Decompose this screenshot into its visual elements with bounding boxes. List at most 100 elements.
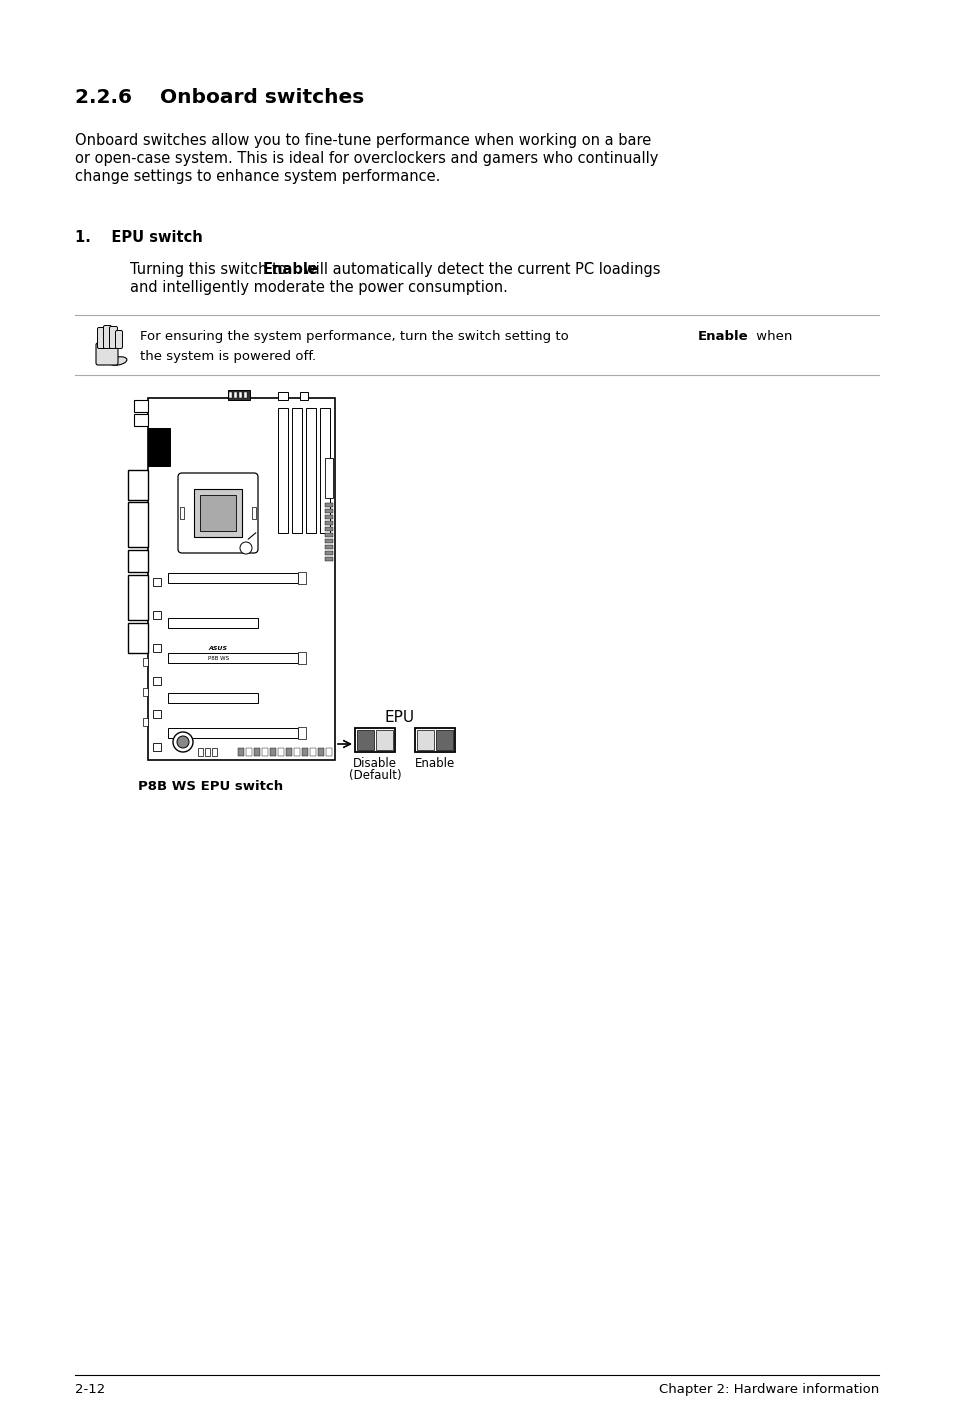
Bar <box>229 391 232 398</box>
Text: Turning this switch to: Turning this switch to <box>130 262 291 277</box>
Bar <box>228 390 250 400</box>
Bar <box>325 527 333 530</box>
FancyBboxPatch shape <box>97 328 106 349</box>
Bar <box>355 727 395 752</box>
Bar <box>270 749 275 756</box>
Text: change settings to enhance system performance.: change settings to enhance system perfor… <box>75 169 440 184</box>
Bar <box>294 749 299 756</box>
Bar <box>416 730 434 750</box>
Bar <box>375 730 393 750</box>
FancyBboxPatch shape <box>103 326 112 349</box>
Text: EPU: EPU <box>384 710 415 725</box>
Text: and intelligently moderate the power consumption.: and intelligently moderate the power con… <box>130 279 507 295</box>
FancyBboxPatch shape <box>96 343 118 364</box>
Bar <box>297 652 306 664</box>
Bar <box>292 408 302 533</box>
Text: when: when <box>751 330 792 343</box>
Bar <box>325 545 333 549</box>
Bar <box>325 520 333 525</box>
Bar <box>297 727 306 739</box>
Bar <box>415 727 455 752</box>
Bar <box>244 391 247 398</box>
Bar <box>325 552 333 554</box>
Bar <box>152 676 161 685</box>
Bar <box>277 749 284 756</box>
Bar <box>325 557 333 562</box>
Circle shape <box>172 732 193 752</box>
Bar <box>128 576 148 620</box>
Bar <box>152 644 161 652</box>
Bar <box>325 539 333 543</box>
Bar <box>148 398 335 760</box>
Text: Disable: Disable <box>353 757 396 770</box>
Bar <box>193 489 242 537</box>
Bar <box>128 502 148 547</box>
Bar <box>168 573 297 583</box>
Bar <box>152 743 161 752</box>
Text: For ensuring the system performance, turn the switch setting to: For ensuring the system performance, tur… <box>140 330 573 343</box>
Bar <box>277 391 288 400</box>
Bar <box>143 718 148 726</box>
Bar <box>302 749 308 756</box>
Text: P8B WS EPU switch: P8B WS EPU switch <box>138 780 283 793</box>
Bar <box>253 749 260 756</box>
Bar <box>286 749 292 756</box>
Bar <box>310 749 315 756</box>
Bar <box>152 710 161 718</box>
Text: will automatically detect the current PC loadings: will automatically detect the current PC… <box>299 262 660 277</box>
Bar <box>233 391 236 398</box>
Bar <box>205 749 210 756</box>
Bar <box>306 408 315 533</box>
Text: Enable: Enable <box>698 330 748 343</box>
Circle shape <box>240 542 252 554</box>
FancyBboxPatch shape <box>110 326 117 349</box>
Ellipse shape <box>109 357 127 366</box>
Bar <box>299 391 308 400</box>
Bar <box>212 749 216 756</box>
Bar <box>148 428 170 467</box>
Bar <box>133 414 148 425</box>
Bar <box>319 408 330 533</box>
Bar <box>200 495 235 530</box>
Bar <box>317 749 324 756</box>
Text: or open-case system. This is ideal for overclockers and gamers who continually: or open-case system. This is ideal for o… <box>75 150 658 166</box>
Text: (Default): (Default) <box>349 769 401 781</box>
Bar <box>152 611 161 620</box>
Bar <box>143 688 148 696</box>
Bar <box>325 515 333 519</box>
Bar <box>356 730 374 750</box>
Bar <box>180 508 184 519</box>
Circle shape <box>177 736 189 749</box>
Bar <box>128 469 148 501</box>
FancyBboxPatch shape <box>178 474 257 553</box>
Bar <box>246 749 252 756</box>
Bar <box>128 550 148 571</box>
Text: ASUS: ASUS <box>208 647 227 651</box>
Bar <box>436 730 453 750</box>
Bar <box>325 503 333 508</box>
Bar <box>252 508 255 519</box>
Text: 2-12: 2-12 <box>75 1383 105 1395</box>
Bar <box>325 533 333 537</box>
Bar <box>198 749 203 756</box>
Bar <box>168 654 297 664</box>
Text: 2.2.6    Onboard switches: 2.2.6 Onboard switches <box>75 88 364 106</box>
Bar <box>262 749 268 756</box>
Text: Enable: Enable <box>263 262 318 277</box>
Bar <box>325 458 333 498</box>
Bar <box>237 749 244 756</box>
Bar <box>133 400 148 413</box>
Bar <box>128 623 148 654</box>
Bar <box>297 571 306 584</box>
Bar <box>143 658 148 666</box>
Bar <box>168 618 257 628</box>
Bar <box>326 749 332 756</box>
Text: P8B WS: P8B WS <box>208 657 229 661</box>
Text: Enable: Enable <box>415 757 455 770</box>
Bar <box>239 391 242 398</box>
FancyBboxPatch shape <box>115 330 122 349</box>
Bar <box>168 693 257 703</box>
Bar <box>152 579 161 586</box>
Bar <box>325 509 333 513</box>
Bar <box>168 727 297 737</box>
